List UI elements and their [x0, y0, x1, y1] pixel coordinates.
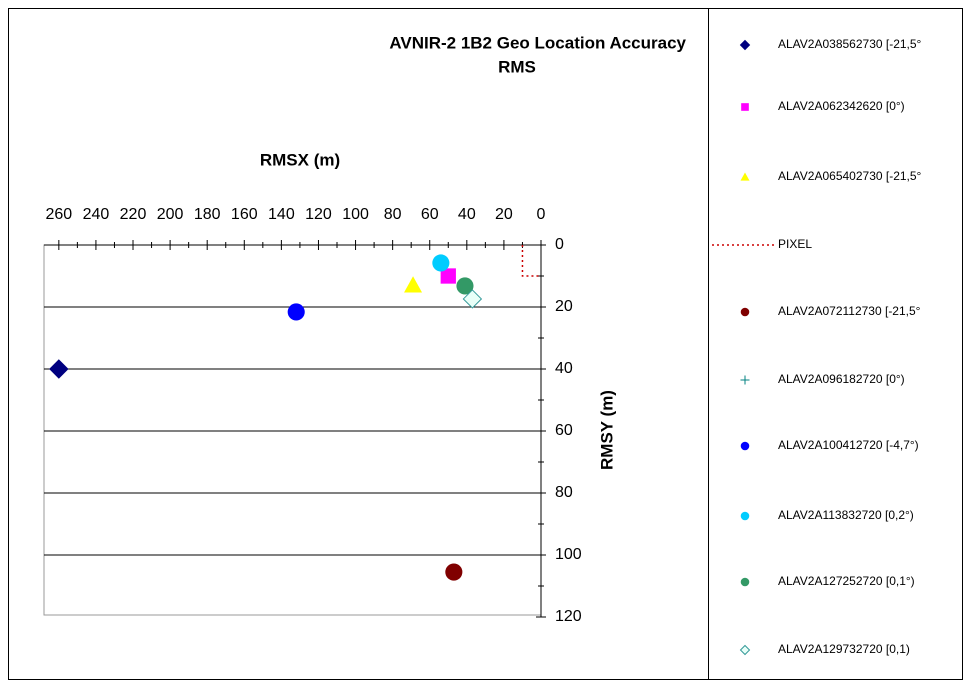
marker: [741, 103, 749, 111]
legend-label: ALAV2A038562730 [-21,5°: [778, 37, 922, 51]
marker: [739, 644, 751, 656]
chart-title: RMS: [498, 57, 536, 76]
x-tick-label: 80: [384, 206, 402, 223]
legend-label: ALAV2A072112730 [-21,5°: [778, 304, 921, 318]
x-tick-label: 200: [157, 206, 184, 223]
legend-label: ALAV2A129732720 [0,1): [778, 642, 910, 656]
chart-title: AVNIR-2 1B2 Geo Location Accuracy: [389, 33, 686, 52]
x-tick-label: 60: [421, 206, 439, 223]
marker: [456, 277, 474, 295]
chart-frame: [8, 8, 963, 680]
marker: [740, 441, 750, 451]
marker: [740, 172, 750, 181]
y-axis-label: RMSY (m): [597, 390, 616, 470]
marker: [404, 276, 423, 293]
marker: [740, 375, 750, 385]
x-tick-label: 240: [83, 206, 110, 223]
marker: [740, 511, 750, 521]
x-tick-label: 220: [120, 206, 147, 223]
y-tick-label: 120: [555, 608, 582, 625]
x-tick-label: 100: [342, 206, 369, 223]
legend-label: ALAV2A065402730 [-21,5°: [778, 169, 922, 183]
legend-label: ALAV2A113832720 [0,2°): [778, 508, 914, 522]
x-tick-label: 180: [194, 206, 221, 223]
marker: [739, 39, 751, 51]
x-tick-label: 160: [231, 206, 258, 223]
marker: [287, 303, 305, 321]
marker: [440, 268, 456, 284]
marker: [49, 359, 69, 379]
marker: [740, 577, 750, 587]
y-tick-label: 20: [555, 298, 573, 315]
y-tick-label: 100: [555, 546, 582, 563]
pixel-line: [521, 245, 541, 277]
y-tick-label: 0: [555, 236, 564, 253]
legend-label: PIXEL: [778, 237, 812, 251]
legend-label: ALAV2A100412720 [-4,7°): [778, 438, 919, 452]
legend-label: ALAV2A127252720 [0,1°): [778, 574, 915, 588]
y-tick-label: 60: [555, 422, 573, 439]
legend-label: ALAV2A062342620 [0°): [778, 99, 905, 113]
x-tick-label: 0: [537, 206, 546, 223]
x-tick-label: 140: [268, 206, 295, 223]
y-tick-label: 40: [555, 360, 573, 377]
x-tick-label: 40: [458, 206, 476, 223]
marker: [445, 563, 463, 581]
marker: [462, 289, 483, 309]
x-tick-label: 260: [45, 206, 72, 223]
x-axis-label: RMSX (m): [260, 150, 340, 169]
marker: [740, 307, 750, 317]
x-tick-label: 20: [495, 206, 513, 223]
marker: [432, 254, 450, 272]
y-tick-label: 80: [555, 484, 573, 501]
x-tick-label: 120: [305, 206, 332, 223]
legend-label: ALAV2A096182720 [0°): [778, 372, 905, 386]
